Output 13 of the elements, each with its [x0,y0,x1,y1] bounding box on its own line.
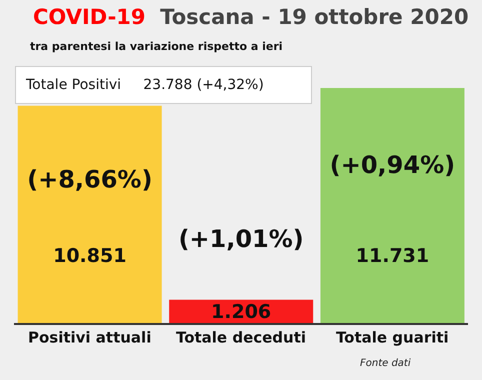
data-label: 11.731 [356,245,430,267]
annotation: (+0,94%) [330,151,456,180]
source-note: Fonte dati [360,358,411,369]
annotation: (+8,66%) [27,165,152,194]
data-label: 1.206 [211,300,272,323]
x-tick-label: Totale deceduti [176,328,306,347]
data-label: 10.851 [53,245,126,267]
label-box: Totale Positivi 23.788 (+4,32%) [15,66,312,104]
x-tick-label: Positivi attuali [28,328,152,347]
annotation: (+1,01%) [178,225,304,253]
chart-title: COVID-19 Toscana - 19 ottobre 2020 [33,5,469,29]
chart-subtitle: tra parentesi la variazione rispetto a ieri [30,40,283,53]
x-tick-label: Totale guariti [336,328,449,347]
